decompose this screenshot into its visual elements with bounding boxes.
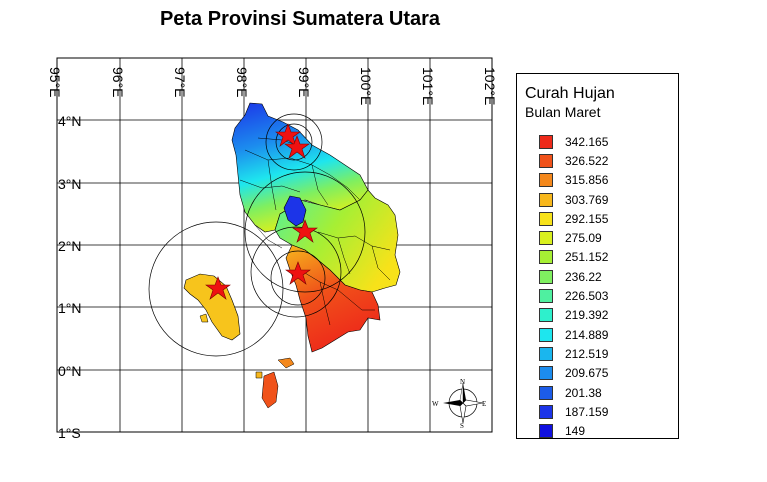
legend-swatch bbox=[539, 153, 553, 168]
legend-swatch bbox=[539, 173, 553, 188]
region-north bbox=[231, 102, 369, 233]
legend-swatch bbox=[539, 289, 553, 304]
station-star bbox=[285, 261, 311, 285]
legend-item: 315.856 bbox=[539, 171, 608, 190]
compass-s-label: S bbox=[460, 422, 464, 430]
batu-island-1 bbox=[261, 371, 279, 409]
station-buffers bbox=[148, 113, 366, 357]
legend-subtitle: Bulan Maret bbox=[525, 104, 601, 120]
legend-label: 251.152 bbox=[565, 250, 609, 265]
lon-label: 96°E bbox=[110, 67, 126, 98]
legend-label: 201.38 bbox=[565, 385, 602, 400]
legend-swatch bbox=[539, 269, 553, 284]
compass-e-label: E bbox=[482, 400, 486, 408]
lon-label: 95°E bbox=[47, 67, 63, 98]
legend-panel: Curah Hujan Bulan Maret 342.165 326.522 31… bbox=[516, 73, 679, 439]
lat-label: 4°N bbox=[58, 113, 82, 129]
lon-label: 100°E bbox=[358, 67, 374, 105]
north-arrow-icon bbox=[443, 382, 484, 424]
legend-label: 292.155 bbox=[565, 211, 609, 226]
latitude-labels: 4°N 3°N 2°N 1°N 0°N 1°S bbox=[58, 113, 82, 441]
legend-item: 342.165 bbox=[539, 132, 608, 151]
station-star bbox=[292, 219, 318, 243]
lon-label: 99°E bbox=[296, 67, 312, 98]
legend-item: 251.152 bbox=[539, 248, 608, 267]
legend-item: 326.522 bbox=[539, 151, 608, 170]
legend-items: 342.165 326.522 315.856 303.769 292.155 275.0… bbox=[539, 132, 608, 439]
legend-swatch bbox=[539, 134, 553, 149]
legend-label: 149 bbox=[565, 424, 586, 439]
station-star bbox=[284, 135, 310, 159]
legend-label: 275.09 bbox=[565, 231, 602, 246]
lon-label: 102°E bbox=[482, 67, 498, 105]
legend-label: 342.165 bbox=[565, 134, 609, 149]
legend-swatch bbox=[539, 308, 553, 323]
legend-label: 212.519 bbox=[565, 346, 609, 361]
legend-item: 292.155 bbox=[539, 209, 608, 228]
legend-title: Curah Hujan bbox=[525, 85, 615, 102]
legend-swatch bbox=[539, 385, 553, 400]
legend-item: 214.889 bbox=[539, 325, 608, 344]
legend-item: 219.392 bbox=[539, 306, 608, 325]
lon-label: 101°E bbox=[420, 67, 436, 105]
legend-label: 214.889 bbox=[565, 327, 609, 342]
batu-island-2 bbox=[277, 357, 295, 369]
legend-item: 212.519 bbox=[539, 344, 608, 363]
legend-label: 209.675 bbox=[565, 366, 609, 381]
legend-label: 236.22 bbox=[565, 269, 602, 284]
lat-label: 2°N bbox=[58, 238, 82, 254]
legend-item: 209.675 bbox=[539, 364, 608, 383]
lon-label: 97°E bbox=[172, 67, 188, 98]
legend-item: 201.38 bbox=[539, 383, 608, 402]
legend-swatch bbox=[539, 404, 553, 419]
lake-toba bbox=[283, 195, 307, 227]
legend-swatch bbox=[539, 231, 553, 246]
map-title: Peta Provinsi Sumatera Utara bbox=[159, 8, 441, 30]
legend-swatch bbox=[539, 346, 553, 361]
rain-stations bbox=[205, 123, 318, 300]
longitude-labels: 95°E 96°E 97°E 98°E 99°E 100°E 101°E 102… bbox=[47, 67, 498, 105]
batu-island-3 bbox=[255, 371, 263, 379]
legend-swatch bbox=[539, 327, 553, 342]
region-east bbox=[274, 189, 401, 293]
legend-swatch bbox=[539, 250, 553, 265]
nias-small-island bbox=[199, 313, 209, 323]
lon-label: 98°E bbox=[234, 67, 250, 98]
legend-label: 219.392 bbox=[565, 308, 609, 323]
legend-label: 315.856 bbox=[565, 173, 609, 188]
legend-swatch bbox=[539, 366, 553, 381]
legend-label: 326.522 bbox=[565, 153, 609, 168]
lat-label: 1°N bbox=[58, 300, 82, 316]
compass-n-label: N bbox=[460, 378, 465, 386]
legend-label: 303.769 bbox=[565, 192, 609, 207]
legend-label: 226.503 bbox=[565, 289, 609, 304]
lat-label: 3°N bbox=[58, 176, 82, 192]
lat-label: 0°N bbox=[58, 363, 82, 379]
station-star bbox=[205, 276, 231, 300]
lat-label: 1°S bbox=[58, 425, 81, 441]
legend-label: 187.159 bbox=[565, 404, 609, 419]
legend-swatch bbox=[539, 192, 553, 207]
legend-item: 275.09 bbox=[539, 228, 608, 247]
legend-item: 236.22 bbox=[539, 267, 608, 286]
legend-item: 303.769 bbox=[539, 190, 608, 209]
region-south bbox=[285, 244, 381, 353]
mainland-province bbox=[231, 102, 401, 353]
legend-swatch bbox=[539, 211, 553, 226]
legend-item: 187.159 bbox=[539, 402, 608, 421]
legend-item: 149 bbox=[539, 421, 608, 439]
legend-item: 226.503 bbox=[539, 286, 608, 305]
station-star bbox=[275, 123, 301, 147]
compass-w-label: W bbox=[432, 400, 439, 408]
legend-swatch bbox=[539, 424, 553, 438]
